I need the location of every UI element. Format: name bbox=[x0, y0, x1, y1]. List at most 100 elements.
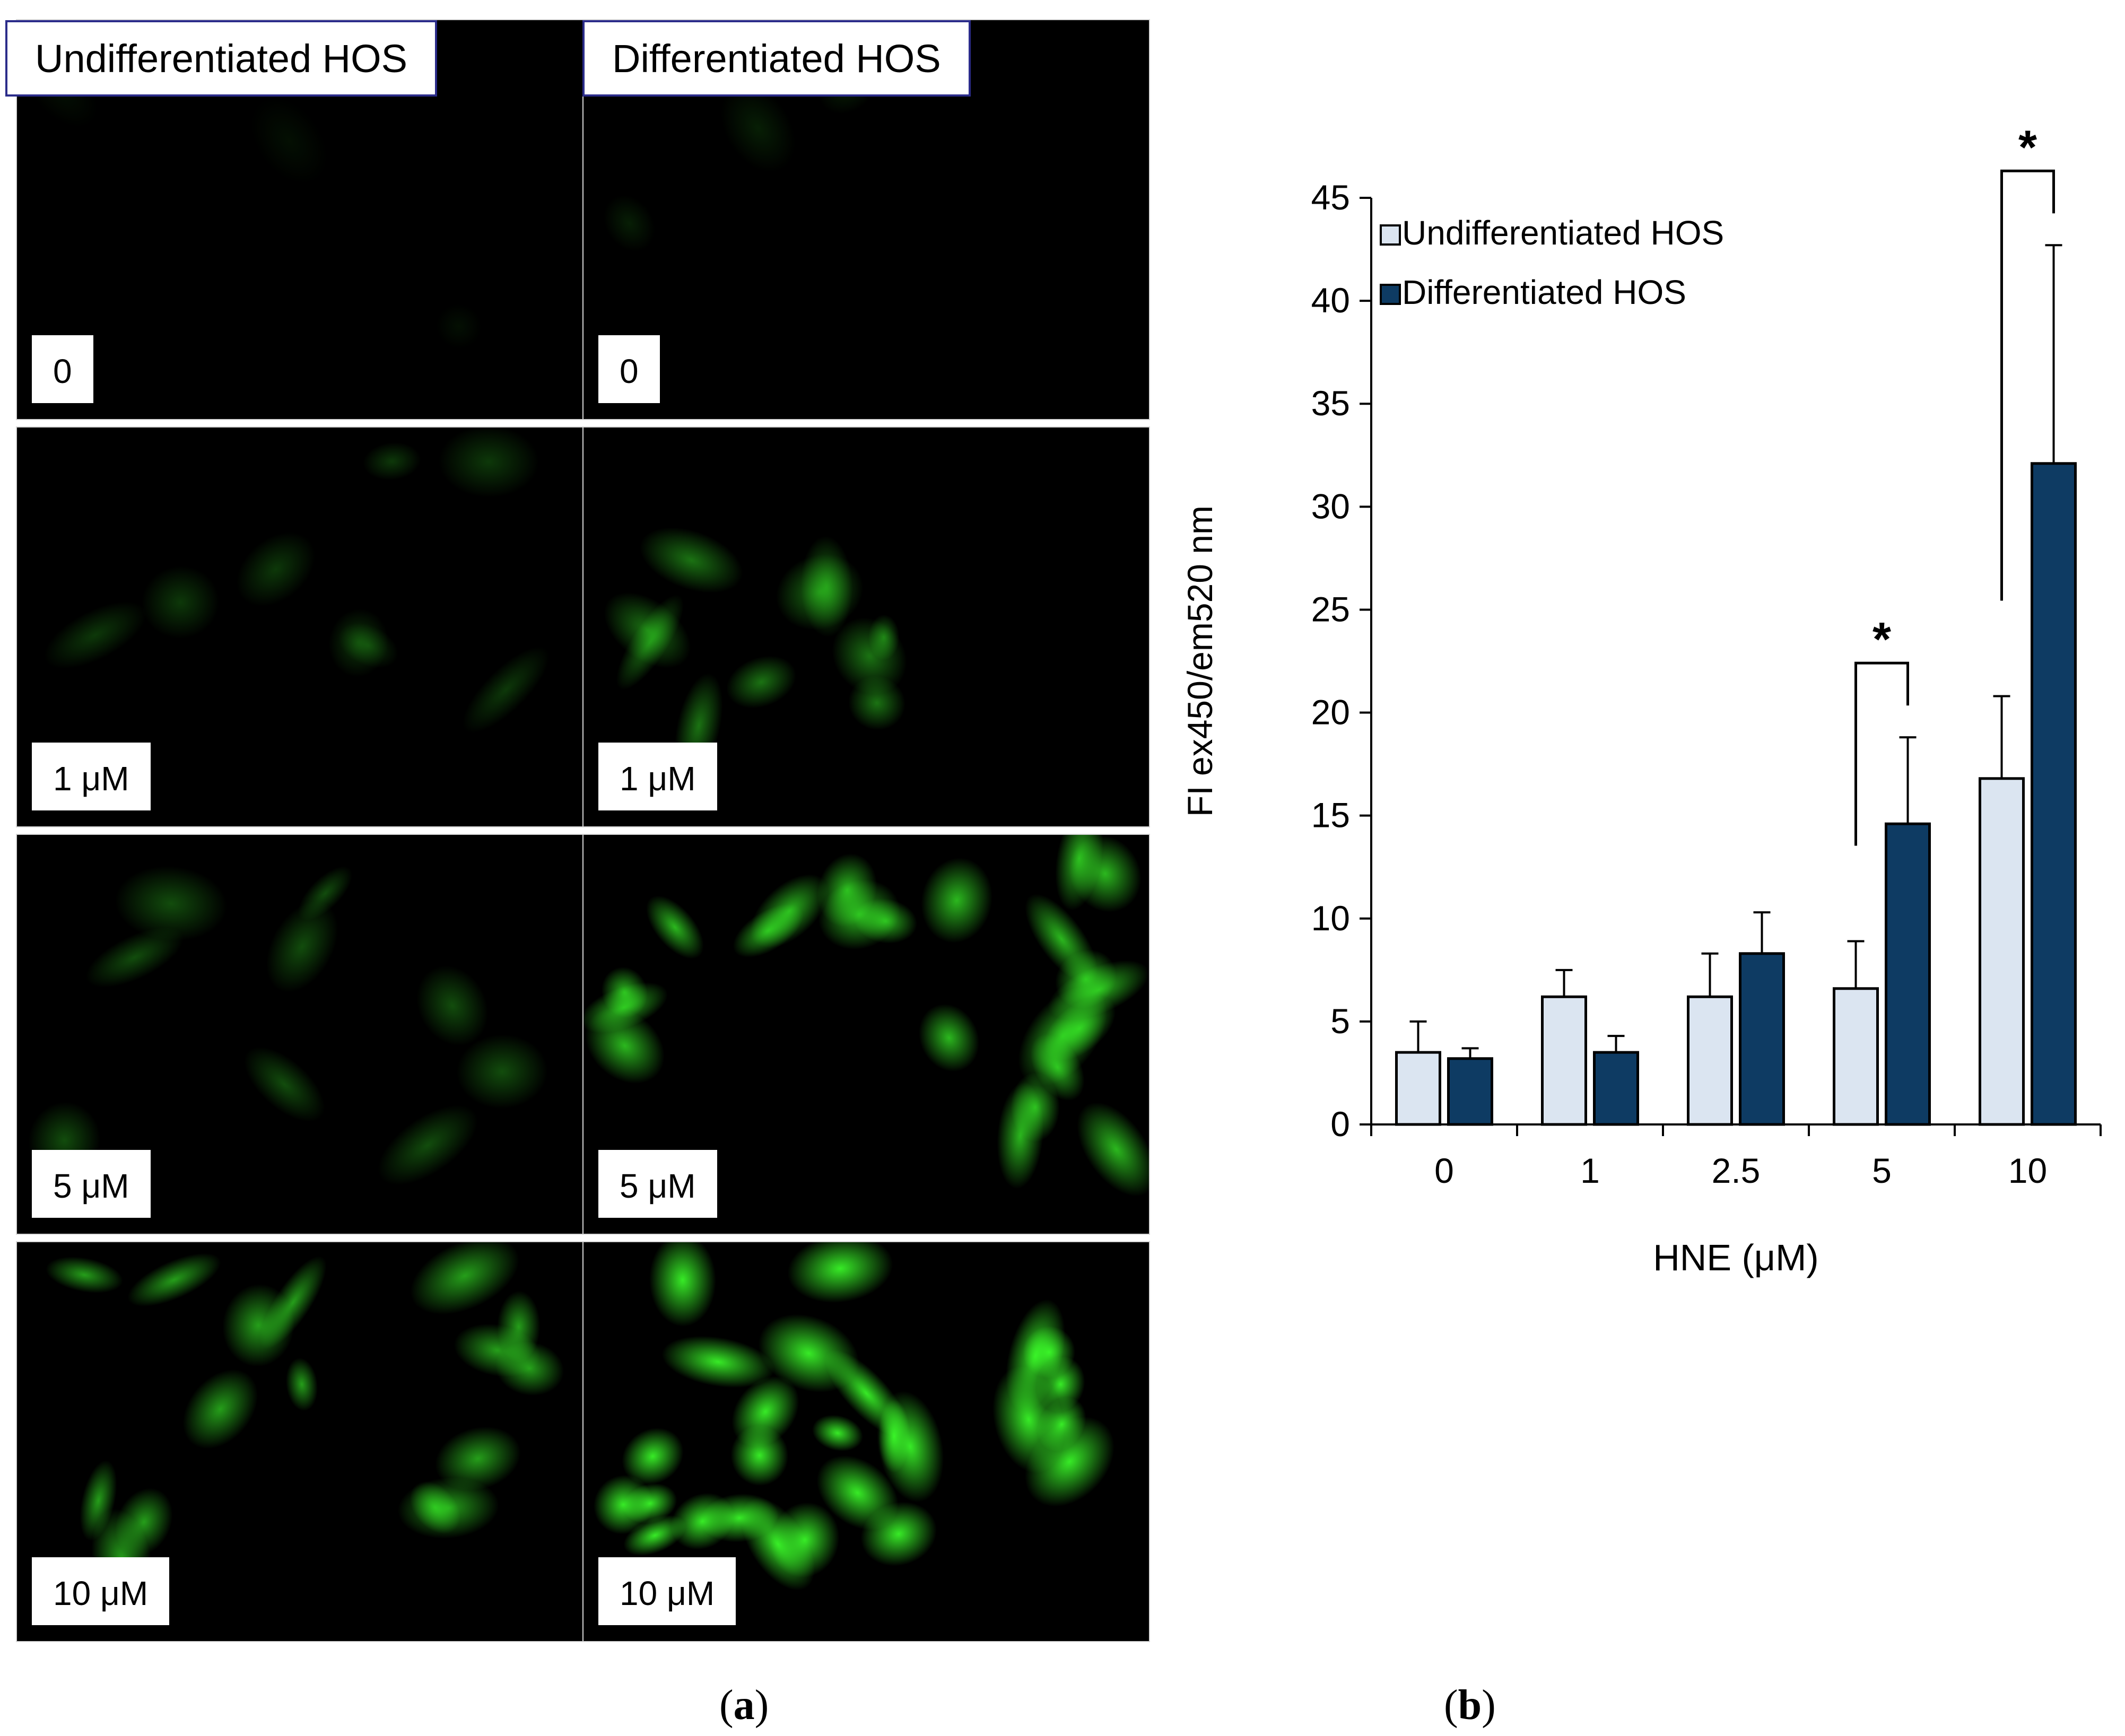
cell bbox=[640, 527, 743, 594]
undifferentiated-header: Undifferentiated HOS bbox=[5, 20, 438, 97]
x-tick-label: 10 bbox=[2008, 1151, 2047, 1190]
cell bbox=[731, 1376, 799, 1447]
cell bbox=[141, 565, 220, 639]
bar bbox=[1833, 987, 1879, 1126]
micrograph-panel: 0 1 μM 5 μM 10 μM 0 1 μM 5 μM 10 μM Undi… bbox=[5, 19, 1150, 1642]
cell bbox=[750, 874, 829, 948]
cell bbox=[462, 646, 550, 734]
cell bbox=[816, 1455, 899, 1530]
bar bbox=[1979, 777, 2025, 1126]
y-tick-label: 35 bbox=[1311, 383, 1350, 423]
micrograph-image bbox=[583, 835, 1149, 1234]
cell bbox=[585, 1008, 665, 1084]
cell bbox=[259, 1255, 327, 1349]
cell bbox=[1077, 1102, 1149, 1197]
cell bbox=[127, 1253, 221, 1307]
cell bbox=[700, 1494, 779, 1542]
cell bbox=[435, 1426, 521, 1491]
panel-b-caption: (b) bbox=[1444, 1682, 1496, 1729]
cell bbox=[497, 1290, 541, 1363]
y-axis-title: FI ex450/em520 nm bbox=[1180, 505, 1220, 817]
cell bbox=[410, 1242, 519, 1315]
cell bbox=[1069, 835, 1142, 912]
cell bbox=[604, 592, 691, 668]
cell bbox=[1018, 986, 1108, 1086]
y-tick-label: 20 bbox=[1311, 693, 1350, 732]
dose-label: 1 μM bbox=[598, 743, 717, 810]
y-tick-label: 45 bbox=[1311, 178, 1350, 217]
micrograph-diff-1: 1 μM bbox=[582, 426, 1150, 827]
dose-label: 1 μM bbox=[32, 743, 151, 810]
cell bbox=[1006, 1299, 1066, 1412]
dose-label: 5 μM bbox=[598, 1150, 717, 1218]
y-tick-label: 25 bbox=[1311, 589, 1350, 629]
cell bbox=[726, 656, 797, 709]
significance-bracket bbox=[1854, 661, 1909, 846]
bar bbox=[2031, 462, 2077, 1126]
cell bbox=[594, 1475, 654, 1534]
significance-bracket bbox=[2000, 169, 2055, 601]
bar bbox=[1593, 1051, 1639, 1126]
cell bbox=[758, 1314, 859, 1393]
y-tick-label: 10 bbox=[1311, 898, 1350, 938]
cell bbox=[410, 1481, 460, 1534]
cell bbox=[787, 1242, 893, 1303]
cell bbox=[817, 853, 877, 927]
cell bbox=[456, 1034, 548, 1109]
dose-label: 10 μM bbox=[598, 1557, 736, 1625]
cell bbox=[1025, 1416, 1114, 1507]
x-tick-label: 1 bbox=[1580, 1151, 1600, 1190]
panel-b-letter: b bbox=[1458, 1682, 1482, 1729]
significance-star: * bbox=[1873, 613, 1891, 666]
cell bbox=[338, 623, 398, 668]
dose-label: 5 μM bbox=[32, 1150, 151, 1218]
bar bbox=[1395, 1051, 1441, 1126]
cell bbox=[921, 858, 992, 943]
micrograph-diff-10: 10 μM bbox=[582, 1241, 1150, 1642]
cell bbox=[266, 901, 338, 993]
bar bbox=[1885, 822, 1931, 1126]
cell bbox=[250, 97, 328, 184]
micrograph-image bbox=[17, 1242, 582, 1641]
micrograph-undiff-1: 1 μM bbox=[16, 426, 583, 827]
cell bbox=[436, 303, 482, 349]
panel-a-caption: (a) bbox=[719, 1682, 769, 1729]
cell bbox=[603, 195, 656, 252]
cell bbox=[46, 1257, 124, 1293]
cell bbox=[438, 428, 539, 498]
legend-swatch bbox=[1380, 284, 1401, 305]
cell bbox=[85, 927, 184, 988]
x-axis-title: HNE (μM) bbox=[1653, 1237, 1819, 1278]
differentiated-header: Differentiated HOS bbox=[582, 20, 971, 97]
micrograph-image bbox=[583, 1242, 1149, 1641]
cell bbox=[649, 1242, 716, 1327]
bar bbox=[1447, 1057, 1493, 1126]
cell bbox=[115, 866, 228, 941]
cell bbox=[997, 1082, 1044, 1189]
micrograph-diff-5: 5 μM bbox=[582, 834, 1150, 1235]
y-tick-label: 5 bbox=[1330, 1001, 1350, 1041]
legend-swatch bbox=[1380, 224, 1401, 246]
dose-label: 0 bbox=[598, 335, 660, 403]
bar bbox=[1541, 995, 1587, 1126]
x-tick-label: 0 bbox=[1434, 1151, 1454, 1190]
cell bbox=[770, 1502, 840, 1578]
cell bbox=[868, 614, 900, 660]
cell bbox=[378, 1105, 478, 1185]
cell bbox=[363, 442, 421, 481]
dose-label: 10 μM bbox=[32, 1557, 170, 1625]
cell bbox=[236, 532, 316, 607]
bar bbox=[1739, 952, 1785, 1126]
cell bbox=[776, 554, 864, 631]
significance-star: * bbox=[2018, 121, 2037, 174]
legend-label: Undifferentiated HOS bbox=[1402, 214, 1724, 252]
cell bbox=[622, 1427, 684, 1485]
bar-chart: 0 5 10 15 20 25 30 35 40 45 0 1 2.5 5 10 * * Undifferenti… bbox=[1180, 121, 2102, 1278]
cell bbox=[285, 1357, 318, 1411]
cell bbox=[720, 84, 796, 172]
dose-label: 0 bbox=[32, 335, 93, 403]
micrograph-undiff-5: 5 μM bbox=[16, 834, 583, 1235]
cell bbox=[876, 1391, 944, 1503]
cell bbox=[244, 1046, 325, 1122]
y-tick-label: 15 bbox=[1311, 796, 1350, 835]
